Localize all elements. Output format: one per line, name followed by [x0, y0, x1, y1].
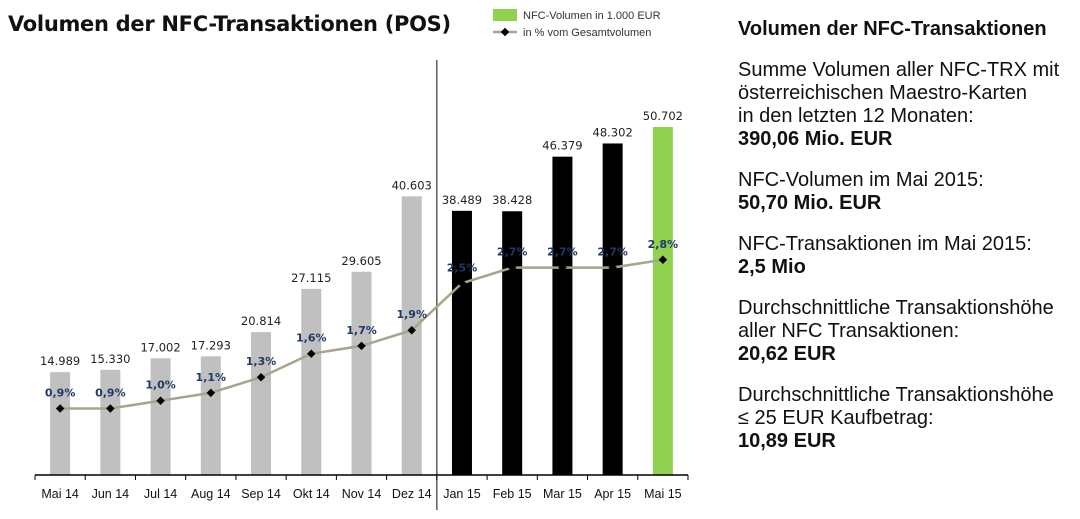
percent-value-label: 2,7%	[497, 246, 528, 259]
percent-value-label: 1,6%	[296, 332, 327, 345]
stat-value: 390,06 Mio. EUR	[738, 128, 893, 150]
stat-block-average-amount: Durchschnittliche Transaktionshöhe aller…	[738, 297, 1078, 366]
bar-value-label: 17.002	[140, 340, 180, 354]
percent-value-label: 1,0%	[145, 379, 176, 392]
bar-value-label: 14.989	[40, 354, 80, 368]
percent-value-label: 2,7%	[597, 246, 628, 259]
x-tick-label: Sep 14	[241, 487, 281, 501]
percent-marker	[256, 372, 266, 382]
x-tick-label: Okt 14	[293, 487, 330, 501]
x-tick-label: Mai 15	[644, 487, 682, 501]
percent-value-label: 0,9%	[45, 387, 76, 400]
percent-marker	[156, 396, 165, 405]
percent-marker	[307, 349, 316, 358]
legend-swatch-bar	[493, 9, 517, 21]
bar-value-label: 46.379	[542, 139, 582, 153]
percent-marker	[457, 279, 467, 288]
legend-swatch-marker	[500, 27, 510, 37]
percent-marker	[407, 325, 416, 335]
percent-value-label: 1,7%	[346, 324, 377, 337]
legend-label-line: in % vom Gesamtvolumen	[523, 27, 651, 39]
bar	[451, 210, 472, 475]
x-tick-label: Mai 14	[41, 487, 79, 501]
bar-value-label: 50.702	[643, 109, 683, 123]
stat-block-12-month-volume: Summe Volumen aller NFC-TRX mit österrei…	[738, 59, 1078, 151]
percent-marker	[206, 388, 216, 398]
chart-title: Volumen der NFC-Transaktionen (POS)	[8, 12, 451, 36]
percent-marker	[106, 404, 115, 413]
percent-marker	[658, 255, 668, 265]
percent-marker	[357, 341, 366, 351]
percent-value-label: 0,9%	[95, 387, 126, 400]
summary-title: Volumen der NFC-Transaktionen	[738, 18, 1047, 40]
bar	[251, 332, 272, 475]
bar-value-label: 38.489	[442, 193, 482, 207]
x-tick-label: Mar 15	[543, 487, 582, 501]
x-tick-label: Aug 14	[191, 487, 231, 501]
x-tick-label: Jun 14	[92, 487, 130, 501]
bar-value-label: 20.814	[241, 314, 281, 328]
stat-value: 2,5 Mio	[738, 256, 806, 278]
bar	[552, 156, 573, 475]
stat-label: Durchschnittliche Transaktionshöhe ≤ 25 …	[738, 384, 1054, 429]
percent-marker	[558, 263, 567, 272]
bar	[301, 288, 322, 475]
stat-label: Summe Volumen aller NFC-TRX mit österrei…	[738, 59, 1060, 127]
stat-value: 20,62 EUR	[738, 343, 836, 365]
percent-marker	[55, 404, 65, 413]
percent-value-label: 1,1%	[196, 371, 227, 384]
percent-marker	[507, 263, 517, 272]
bar-value-label: 15.330	[90, 352, 130, 366]
stat-label: Durchschnittliche Transaktionshöhe aller…	[738, 297, 1054, 342]
percent-value-label: 2,7%	[547, 246, 578, 259]
percent-value-label: 2,5%	[447, 261, 478, 274]
bar-value-label: 48.302	[593, 125, 633, 139]
percent-marker	[608, 263, 617, 272]
percent-value-label: 2,8%	[648, 238, 679, 251]
bar-value-label: 27.115	[291, 271, 331, 285]
percent-value-label: 1,9%	[396, 308, 427, 321]
stat-block-may-volume: NFC-Volumen im Mai 2015: 50,70 Mio. EUR	[738, 169, 1078, 215]
bar	[502, 211, 523, 475]
x-tick-label: Feb 15	[493, 487, 532, 501]
x-tick-label: Jul 14	[144, 487, 177, 501]
summary-panel: Volumen der NFC-Transaktionen Summe Volu…	[738, 18, 1078, 471]
stat-value: 10,89 EUR	[738, 430, 836, 452]
x-tick-label: Nov 14	[342, 487, 382, 501]
x-tick-label: Apr 15	[594, 487, 631, 501]
bar-value-label: 17.293	[191, 338, 231, 352]
legend-label-bar: NFC-Volumen in 1.000 EUR	[523, 10, 661, 22]
bar	[150, 358, 171, 475]
stat-block-may-transactions: NFC-Transaktionen im Mai 2015: 2,5 Mio	[738, 233, 1078, 279]
nfc-volume-chart: 14.989 15.330 17.002 17.293 20.814 27.115 29.6…	[34, 9, 689, 510]
bar-value-label: 29.605	[341, 254, 381, 268]
stat-value: 50,70 Mio. EUR	[738, 192, 882, 214]
bar	[652, 127, 673, 475]
x-tick-label: Jan 15	[443, 487, 481, 501]
bar	[50, 372, 71, 475]
bar-value-label: 40.603	[392, 178, 432, 192]
x-tick-label: Dez 14	[392, 487, 432, 501]
percent-value-label: 1,3%	[246, 355, 277, 368]
bar	[200, 356, 221, 475]
bar	[401, 196, 422, 475]
bar	[602, 143, 623, 475]
bar	[100, 369, 121, 475]
stat-block-average-small-amount: Durchschnittliche Transaktionshöhe ≤ 25 …	[738, 384, 1078, 453]
stat-label: NFC-Volumen im Mai 2015:	[738, 169, 984, 191]
stat-label: NFC-Transaktionen im Mai 2015:	[738, 233, 1032, 255]
bar-value-label: 38.428	[492, 193, 532, 207]
bar	[351, 271, 372, 475]
